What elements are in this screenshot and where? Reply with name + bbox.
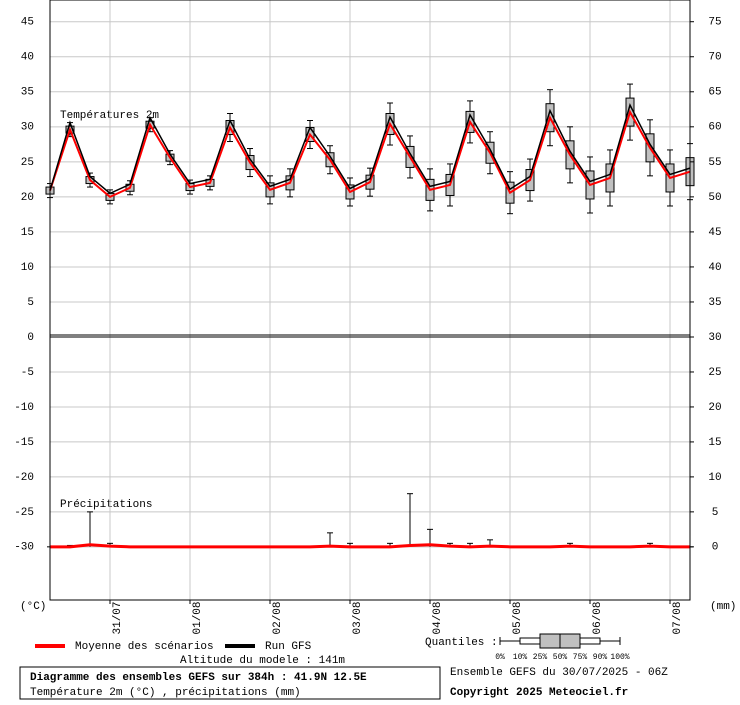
y2-tick-label: 65	[708, 87, 721, 99]
x-tick-label: 02/08	[272, 601, 284, 634]
y2-tick-label: 45	[708, 227, 721, 239]
x-tick-label: 07/08	[672, 601, 684, 634]
y-tick-label: 30	[21, 122, 34, 134]
footer-subtitle: Température 2m (°C) , précipitations (mm…	[30, 687, 301, 699]
x-tick-label: 01/08	[192, 601, 204, 634]
y2-tick-label: 15	[708, 437, 721, 449]
footer-box	[19, 666, 441, 700]
y-tick-label: 40	[21, 52, 34, 64]
plot-frame	[49, 336, 691, 601]
y-tick-label: 45	[21, 17, 34, 29]
legend-label: Moyenne des scénarios	[75, 641, 214, 653]
y-tick-label: -5	[21, 367, 34, 379]
y-tick-label: 35	[21, 87, 34, 99]
y2-tick-label: 40	[708, 262, 721, 274]
y2-tick-label: 25	[708, 367, 721, 379]
y-tick-label: 10	[21, 262, 34, 274]
y-tick-label: 20	[21, 192, 34, 204]
y-tick-label: -25	[14, 507, 34, 519]
y-tick-label: -30	[14, 542, 34, 554]
y2-tick-label: 75	[708, 17, 721, 29]
y2-tick-label: 70	[708, 52, 721, 64]
y2-tick-label: 0	[712, 542, 719, 554]
y-tick-label: 5	[27, 297, 34, 309]
quantiles-label: Quantiles :	[425, 637, 498, 649]
marks	[45, 83, 695, 549]
quantile-symbol	[499, 633, 621, 649]
y-tick-label: -10	[14, 402, 34, 414]
copyright: Copyright 2025 Meteociel.fr	[450, 687, 628, 699]
legend-label: Run GFS	[265, 641, 312, 653]
y2-tick-label: 10	[708, 472, 721, 484]
y2-axis-unit: (mm)	[710, 601, 736, 613]
x-tick-label: 05/08	[512, 601, 524, 634]
x-tick-label: 31/07	[112, 601, 124, 634]
series-line	[50, 543, 690, 549]
series-line	[49, 109, 691, 199]
footer-title: Diagramme des ensembles GEFS sur 384h : …	[30, 672, 367, 684]
y2-tick-label: 30	[708, 332, 721, 344]
x-tick-label: 04/08	[432, 601, 444, 634]
y-tick-label: 15	[21, 227, 34, 239]
y-tick-label: -20	[14, 472, 34, 484]
y2-tick-label: 20	[708, 402, 721, 414]
quantile-label: 25%	[533, 653, 548, 662]
y-tick-label: -15	[14, 437, 34, 449]
y-axis-unit: (°C)	[20, 601, 46, 613]
y-tick-label: 25	[21, 157, 34, 169]
y2-tick-label: 5	[712, 507, 719, 519]
run-info: Ensemble GEFS du 30/07/2025 - 06Z	[450, 667, 668, 679]
quantile-label: 10%	[513, 653, 528, 662]
precipitation-title: Précipitations	[60, 499, 152, 511]
y2-tick-label: 35	[708, 297, 721, 309]
x-tick-label: 03/08	[352, 601, 364, 634]
altitude: Altitude du modele : 141m	[180, 655, 345, 667]
quantile-label: 0%	[495, 653, 505, 662]
series-line	[49, 103, 691, 195]
quantile-label: 50%	[553, 653, 568, 662]
quantile-label: 90%	[593, 653, 608, 662]
quantile-label: 100%	[610, 653, 629, 662]
y2-tick-label: 60	[708, 122, 721, 134]
y2-tick-label: 50	[708, 192, 721, 204]
y2-tick-label: 55	[708, 157, 721, 169]
quantile-label: 75%	[573, 653, 588, 662]
x-tick-label: 06/08	[592, 601, 604, 634]
y-tick-label: 0	[27, 332, 34, 344]
